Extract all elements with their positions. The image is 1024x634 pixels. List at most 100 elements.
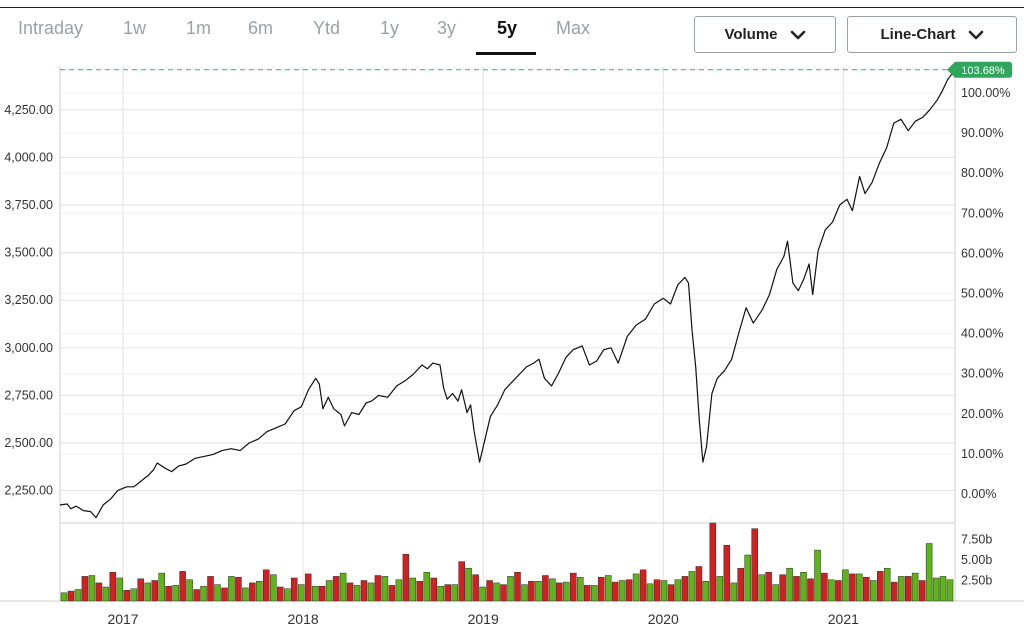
- volume-bar-up: [897, 576, 905, 602]
- volume-bar-down: [318, 585, 326, 602]
- year-tick-label: 2018: [288, 611, 319, 627]
- volume-bar-up: [828, 579, 835, 602]
- volume-bar-down: [95, 582, 103, 602]
- volume-bar-down: [737, 567, 744, 602]
- volume-bar-down: [458, 561, 465, 602]
- volume-bar-down: [681, 576, 689, 602]
- price-tick-label: 3,250.00: [4, 293, 53, 307]
- volume-dropdown-button[interactable]: Volume: [694, 16, 836, 53]
- tab-3y[interactable]: 3y: [437, 18, 457, 38]
- volume-bar-up: [772, 584, 779, 602]
- volume-bar-down: [709, 522, 717, 602]
- volume-bar-down: [779, 574, 786, 602]
- year-tick-label: 2021: [828, 611, 859, 627]
- volume-bar-down: [207, 576, 214, 602]
- volume-bar-up: [702, 581, 710, 602]
- percent-tick-label: 30.00%: [961, 367, 1003, 381]
- volume-bar-up: [437, 585, 444, 602]
- volume-bar-down: [542, 575, 549, 602]
- volume-bar-down: [890, 581, 898, 602]
- volume-bar-up: [883, 567, 891, 602]
- volume-bar-down: [751, 528, 758, 602]
- tab-5y[interactable]: 5y: [497, 18, 518, 38]
- volume-bar-down: [765, 572, 772, 602]
- volume-bar-up: [674, 579, 682, 602]
- volume-bar-down: [849, 573, 856, 602]
- volume-bar-up: [688, 571, 696, 602]
- volume-bar-down: [304, 573, 312, 602]
- volume-bar-up: [465, 567, 472, 602]
- percent-tick-label: 40.00%: [961, 327, 1003, 341]
- volume-bar-up: [172, 585, 179, 602]
- volume-bar-up: [660, 580, 668, 602]
- price-tick-label: 2,500.00: [4, 436, 53, 450]
- volume-bar-down: [290, 577, 298, 602]
- volume-bar-down: [81, 576, 89, 602]
- tab-intraday[interactable]: Intraday: [18, 18, 84, 38]
- volume-bar-up: [590, 585, 598, 602]
- volume-bar-up: [256, 581, 263, 602]
- volume-bar-up: [130, 588, 138, 602]
- volume-bar-down: [695, 566, 703, 602]
- volume-bar-up: [381, 576, 389, 602]
- volume-bar-down: [667, 584, 675, 602]
- volume-bar-down: [835, 580, 842, 602]
- percent-tick-label: 100.00%: [961, 86, 1010, 100]
- volume-bar-up: [563, 581, 570, 602]
- volume-bar-down: [263, 569, 270, 602]
- volume-bar-up: [395, 579, 403, 602]
- tab-1w[interactable]: 1w: [123, 18, 147, 38]
- tab-ytd[interactable]: Ytd: [313, 18, 341, 38]
- volume-bar-down: [472, 574, 479, 602]
- volume-bar-up: [521, 584, 528, 602]
- volume-bar-up: [74, 589, 82, 602]
- volume-bar-up: [479, 586, 486, 602]
- volume-bar-up: [856, 573, 863, 602]
- volume-bar-up: [549, 578, 556, 602]
- tab-1m[interactable]: 1m: [186, 18, 212, 38]
- volume-bar-down: [235, 576, 242, 602]
- volume-bar-down: [193, 589, 200, 602]
- volume-bar-down: [444, 584, 451, 602]
- volume-bar-up: [925, 543, 933, 602]
- volume-bar-up: [423, 572, 431, 602]
- volume-bar-down: [639, 569, 647, 602]
- volume-bar-up: [284, 588, 291, 602]
- volume-tick-label: 2.50b: [961, 573, 992, 587]
- volume-bar-up: [618, 580, 626, 602]
- volume-bar-up: [577, 576, 584, 602]
- volume-bar-up: [200, 585, 207, 602]
- volume-bar-up: [242, 587, 249, 602]
- volume-bar-up: [535, 581, 542, 602]
- percent-tick-label: 0.00%: [961, 487, 996, 501]
- tab-1y[interactable]: 1y: [380, 18, 400, 38]
- volume-bar-up: [493, 582, 500, 602]
- volume-bar-up: [632, 573, 640, 602]
- current-change-tag-bg: [947, 61, 1012, 78]
- volume-bar-up: [744, 554, 751, 602]
- volume-bar-down: [863, 576, 870, 602]
- volume-bar-up: [325, 580, 333, 602]
- volume-bar-up: [409, 577, 417, 602]
- volume-bar-down: [625, 579, 633, 602]
- price-tick-label: 3,000.00: [4, 341, 53, 355]
- volume-bar-down: [346, 582, 354, 602]
- volume-bar-down: [597, 576, 605, 602]
- volume-bar-up: [186, 579, 193, 602]
- tab-max[interactable]: Max: [556, 18, 591, 38]
- percent-tick-label: 50.00%: [961, 287, 1003, 301]
- percent-tick-label: 60.00%: [961, 246, 1003, 260]
- volume-bar-up: [339, 572, 347, 602]
- volume-bar-down: [402, 553, 410, 602]
- volume-bar-down: [221, 587, 228, 602]
- chart-type-dropdown-label: Line-Chart: [880, 26, 956, 43]
- volume-bar-up: [102, 586, 110, 602]
- chart-type-dropdown-button[interactable]: Line-Chart: [847, 16, 1017, 53]
- volume-bar-up: [144, 582, 151, 602]
- volume-bar-down: [793, 576, 800, 602]
- year-tick-label: 2019: [468, 611, 499, 627]
- volume-tick-label: 7.50b: [961, 532, 992, 546]
- tab-6m[interactable]: 6m: [248, 18, 274, 38]
- volume-bar-up: [116, 577, 124, 602]
